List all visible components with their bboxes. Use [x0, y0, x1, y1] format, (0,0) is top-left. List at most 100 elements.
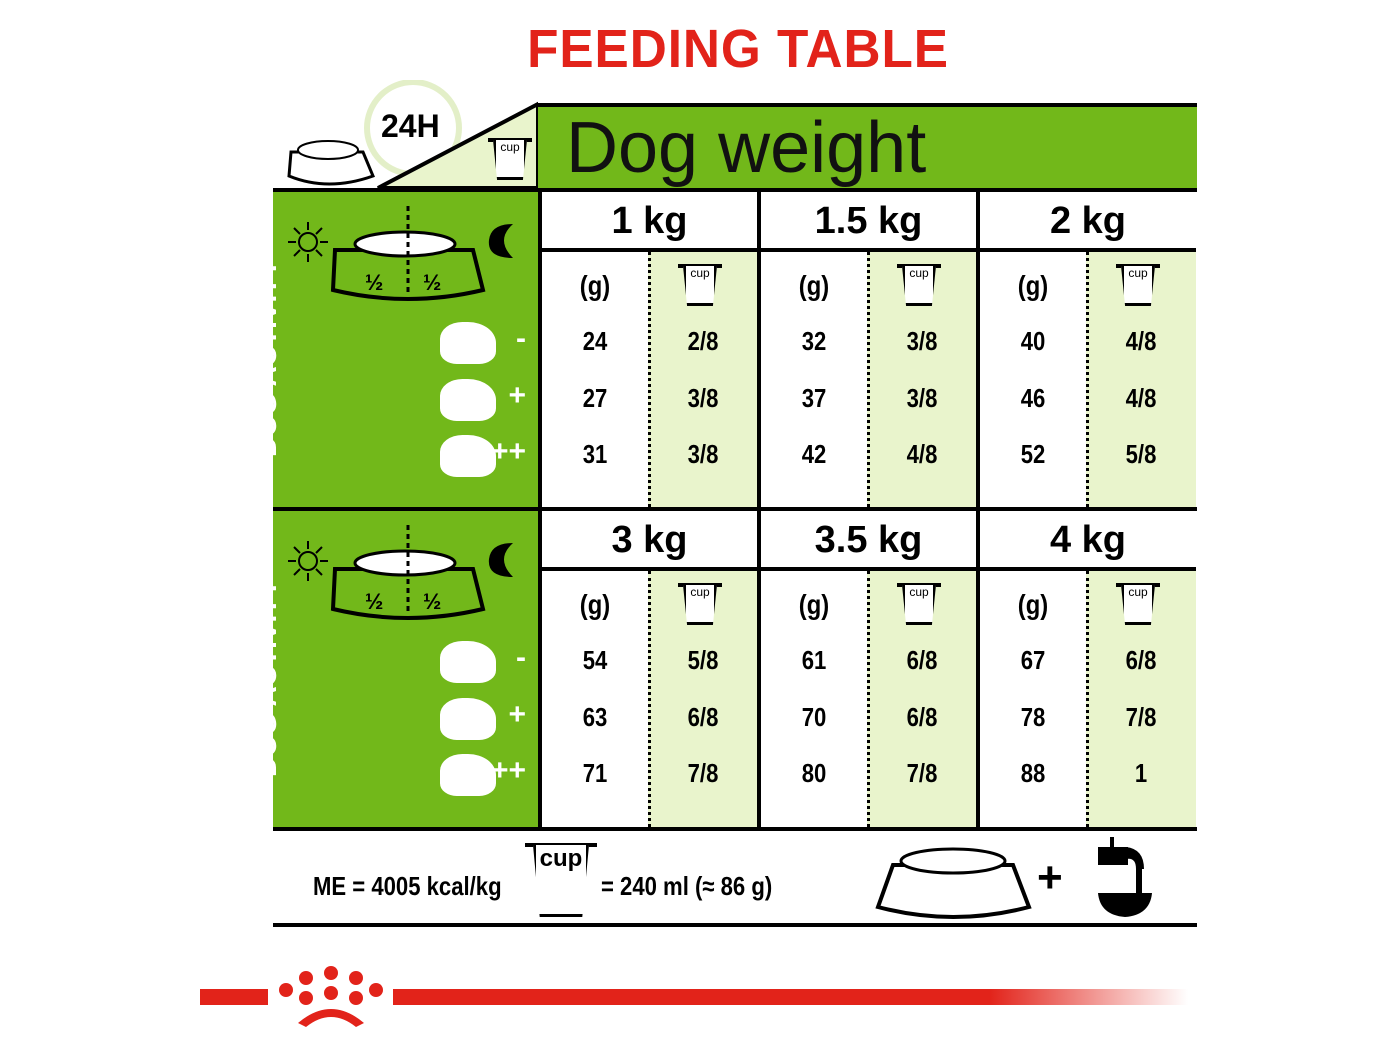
half-left: ½	[365, 589, 384, 614]
water-tap-icon	[1098, 837, 1152, 917]
grams-header: (g)	[1017, 589, 1049, 620]
food-bowl-icon	[330, 206, 486, 301]
weight-header: 4 kg	[980, 511, 1196, 571]
dog-resting-icon	[440, 641, 496, 683]
grams-value: 70	[801, 702, 827, 732]
grams-header: (g)	[1017, 270, 1049, 301]
cup-icon: cup	[902, 266, 936, 306]
moon-icon	[488, 224, 513, 258]
banner-title: Dog weight	[566, 108, 927, 188]
cups-value: 4/8	[906, 439, 938, 469]
grams-value: 37	[801, 383, 827, 413]
cup-icon-label: cup	[909, 266, 929, 280]
cups-value: 7/8	[1125, 702, 1157, 732]
header-area: 24H cup	[273, 80, 538, 188]
cups-value: 6/8	[1125, 645, 1157, 675]
cup-column	[648, 252, 757, 507]
dog-standing-icon	[440, 379, 496, 421]
cups-value: 3/8	[687, 383, 719, 413]
footer: ME = 4005 kcal/kg cup = 240 ml (≈ 86 g) …	[273, 827, 1197, 927]
grams-header: (g)	[798, 589, 830, 620]
food-bowl-icon	[875, 847, 1032, 919]
brand-line	[393, 989, 1188, 1005]
grams-value: 52	[1020, 439, 1046, 469]
grams-value: 61	[801, 645, 827, 675]
activity-label: DOG ACTIVITY	[251, 578, 282, 777]
cup-icon-label: cup	[1128, 585, 1148, 599]
activity-level: -	[516, 322, 526, 355]
cups-value: 6/8	[687, 702, 719, 732]
activity-label: DOG ACTIVITY	[251, 258, 282, 457]
activity-panel: DOG ACTIVITY ½ ½ - + ++	[251, 192, 538, 507]
grams-value: 31	[582, 439, 608, 469]
grams-header: (g)	[579, 270, 611, 301]
grams-value: 71	[582, 758, 608, 788]
grams-value: 32	[801, 326, 827, 356]
cup-icon: cup	[533, 845, 589, 917]
dog-resting-icon	[440, 322, 496, 364]
cups-value: 3/8	[906, 326, 938, 356]
cups-value: 5/8	[1125, 439, 1157, 469]
weight-header: 3 kg	[542, 511, 757, 571]
cup-equivalence: = 240 ml (≈ 86 g)	[601, 871, 773, 901]
plus-sign: +	[1037, 853, 1063, 902]
cups-value: 3/8	[687, 439, 719, 469]
cups-value: 6/8	[906, 645, 938, 675]
grams-value: 42	[801, 439, 827, 469]
activity-panel: DOG ACTIVITY ½ ½ - + ++	[251, 511, 538, 827]
grams-value: 67	[1020, 645, 1046, 675]
cup-icon: cup	[683, 266, 717, 306]
grams-value: 80	[801, 758, 827, 788]
grams-header: (g)	[579, 589, 611, 620]
feeding-section: DOG ACTIVITY ½ ½ - + ++ 1 kg (g) cup 24 2…	[251, 188, 1197, 507]
panel-icons	[288, 525, 513, 620]
grams-value: 88	[1020, 758, 1046, 788]
grams-value: 27	[582, 383, 608, 413]
cup-icon-label: cup	[690, 585, 710, 599]
cups-value: 4/8	[1125, 383, 1157, 413]
activity-level: +	[508, 698, 526, 731]
cup-icon-label: cup	[500, 140, 520, 154]
panel-icons	[288, 206, 513, 301]
cups-value: 5/8	[687, 645, 719, 675]
weight-column: 3.5 kg (g) cup 61 6/8 70 6/8 80 7/8	[757, 511, 976, 827]
activity-level: -	[516, 641, 526, 674]
grams-value: 63	[582, 702, 608, 732]
moon-icon	[488, 543, 513, 577]
dog-weight-banner: Dog weight	[538, 103, 1197, 188]
cup-icon-label: cup	[539, 845, 583, 872]
cup-icon: cup	[1121, 266, 1155, 306]
cup-icon: cup	[1121, 585, 1155, 625]
cups-value: 3/8	[906, 383, 938, 413]
grams-value: 78	[1020, 702, 1046, 732]
half-left: ½	[365, 270, 384, 295]
brand-line-left	[200, 989, 268, 1005]
grams-header: (g)	[798, 270, 830, 301]
dog-running-icon	[440, 435, 496, 477]
weight-header: 2 kg	[980, 192, 1196, 252]
weight-column: 1.5 kg (g) cup 32 3/8 37 3/8 42 4/8	[757, 192, 976, 507]
dog-standing-icon	[440, 698, 496, 740]
half-right: ½	[423, 270, 442, 295]
royal-canin-logo	[279, 966, 383, 1027]
cup-icon: cup	[493, 140, 527, 180]
weight-column: 2 kg (g) cup 40 4/8 46 4/8 52 5/8	[976, 192, 1196, 507]
cup-icon: cup	[902, 585, 936, 625]
grams-value: 40	[1020, 326, 1046, 356]
cups-value: 2/8	[687, 326, 719, 356]
half-right: ½	[423, 589, 442, 614]
energy-text: ME = 4005 kcal/kg	[313, 871, 502, 901]
weight-column: 1 kg (g) cup 24 2/8 27 3/8 31 3/8	[538, 192, 757, 507]
dog-running-icon	[440, 754, 496, 796]
grams-value: 54	[582, 645, 608, 675]
activity-level: ++	[490, 754, 526, 787]
cups-value: 7/8	[687, 758, 719, 788]
sun-icon	[288, 222, 328, 262]
weight-header: 1 kg	[542, 192, 757, 252]
cup-icon-label: cup	[1128, 266, 1148, 280]
weight-column: 4 kg (g) cup 67 6/8 78 7/8 88 1	[976, 511, 1196, 827]
activity-level: +	[508, 379, 526, 412]
feeding-section: DOG ACTIVITY ½ ½ - + ++ 3 kg (g) cup 54 5…	[251, 507, 1197, 827]
cup-icon-label: cup	[690, 266, 710, 280]
activity-level: ++	[490, 435, 526, 468]
